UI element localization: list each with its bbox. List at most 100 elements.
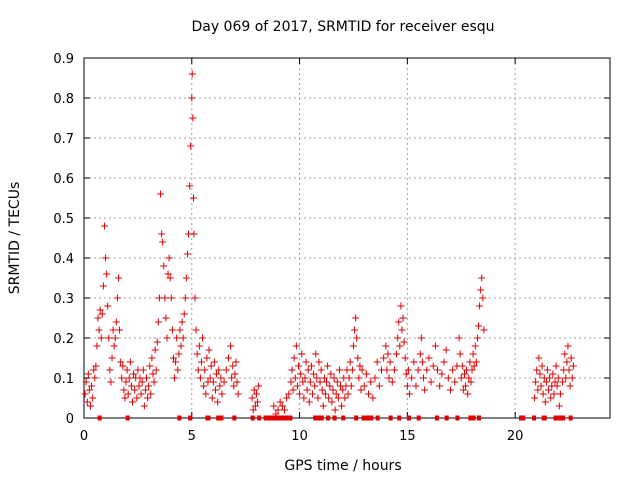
data-point xyxy=(465,374,473,382)
data-point xyxy=(468,366,476,374)
data-point xyxy=(331,406,339,414)
data-point xyxy=(357,386,365,394)
data-point xyxy=(348,366,356,374)
data-point xyxy=(179,334,187,342)
data-point xyxy=(188,94,196,102)
data-point xyxy=(126,358,134,366)
data-point xyxy=(114,274,122,282)
data-point xyxy=(380,354,388,362)
data-point xyxy=(138,378,146,386)
data-point xyxy=(276,398,284,406)
data-point xyxy=(249,406,257,414)
data-point xyxy=(531,394,539,402)
data-point xyxy=(91,374,99,382)
data-point xyxy=(418,358,426,366)
data-point xyxy=(292,342,300,350)
data-point xyxy=(320,374,328,382)
data-point xyxy=(312,350,320,358)
data-point xyxy=(105,334,113,342)
data-point xyxy=(103,270,111,278)
data-point xyxy=(551,378,559,386)
data-point xyxy=(346,358,354,366)
data-point xyxy=(278,402,286,410)
data-point xyxy=(421,386,429,394)
data-point xyxy=(563,358,571,366)
data-point xyxy=(356,362,364,370)
data-point xyxy=(186,182,194,190)
y-tick-label: 0.5 xyxy=(53,212,74,227)
data-point xyxy=(106,366,114,374)
zero-value-marker xyxy=(361,415,374,421)
data-point xyxy=(110,342,118,350)
data-point xyxy=(545,386,553,394)
data-point xyxy=(289,386,297,394)
data-point xyxy=(157,190,165,198)
data-point xyxy=(252,390,260,398)
data-point xyxy=(403,382,411,390)
data-point xyxy=(319,402,327,410)
data-point xyxy=(382,342,390,350)
zero-value-marker xyxy=(444,415,449,421)
data-point xyxy=(174,366,182,374)
data-point xyxy=(130,370,138,378)
zero-value-marker xyxy=(397,415,402,421)
data-point xyxy=(153,338,161,346)
y-tick-label: 0.3 xyxy=(53,292,74,307)
data-point xyxy=(442,346,450,354)
data-point xyxy=(476,302,484,310)
data-point xyxy=(125,374,133,382)
data-point xyxy=(462,382,470,390)
grid-lines xyxy=(84,58,610,418)
data-point xyxy=(300,394,308,402)
data-point xyxy=(173,334,181,342)
data-point xyxy=(536,370,544,378)
data-point xyxy=(189,114,197,122)
data-point xyxy=(193,350,201,358)
data-point xyxy=(328,398,336,406)
data-point xyxy=(145,382,153,390)
data-point xyxy=(420,374,428,382)
data-point xyxy=(234,390,242,398)
data-point xyxy=(455,334,463,342)
data-point xyxy=(208,394,216,402)
data-point xyxy=(172,358,180,366)
data-point xyxy=(459,386,467,394)
data-point xyxy=(229,362,237,370)
data-point xyxy=(207,362,215,370)
data-point xyxy=(417,334,425,342)
zero-value-marker xyxy=(205,415,211,421)
zero-markers xyxy=(97,415,573,421)
data-point xyxy=(467,378,475,386)
data-point xyxy=(541,398,549,406)
data-point xyxy=(547,394,555,402)
zero-value-marker xyxy=(216,415,224,421)
data-point xyxy=(333,378,341,386)
data-point xyxy=(160,262,168,270)
data-point xyxy=(86,402,94,410)
data-point xyxy=(552,362,560,370)
data-point xyxy=(83,398,91,406)
data-point xyxy=(323,378,331,386)
zero-value-marker xyxy=(406,415,412,421)
data-point xyxy=(137,390,145,398)
data-point xyxy=(534,386,542,394)
data-point xyxy=(118,374,126,382)
data-point xyxy=(296,390,304,398)
data-point xyxy=(283,394,291,402)
zero-value-marker xyxy=(553,415,566,421)
zero-value-marker xyxy=(313,415,324,421)
zero-value-marker xyxy=(531,415,537,421)
data-point xyxy=(334,394,342,402)
data-point xyxy=(129,398,137,406)
data-point xyxy=(293,382,301,390)
data-point xyxy=(187,142,195,150)
data-point xyxy=(352,314,360,322)
data-point xyxy=(302,358,310,366)
data-point xyxy=(108,354,116,362)
data-point xyxy=(404,366,412,374)
data-point xyxy=(567,354,575,362)
data-point xyxy=(95,326,103,334)
data-point xyxy=(326,382,334,390)
data-point xyxy=(314,394,322,402)
data-point xyxy=(375,382,383,390)
